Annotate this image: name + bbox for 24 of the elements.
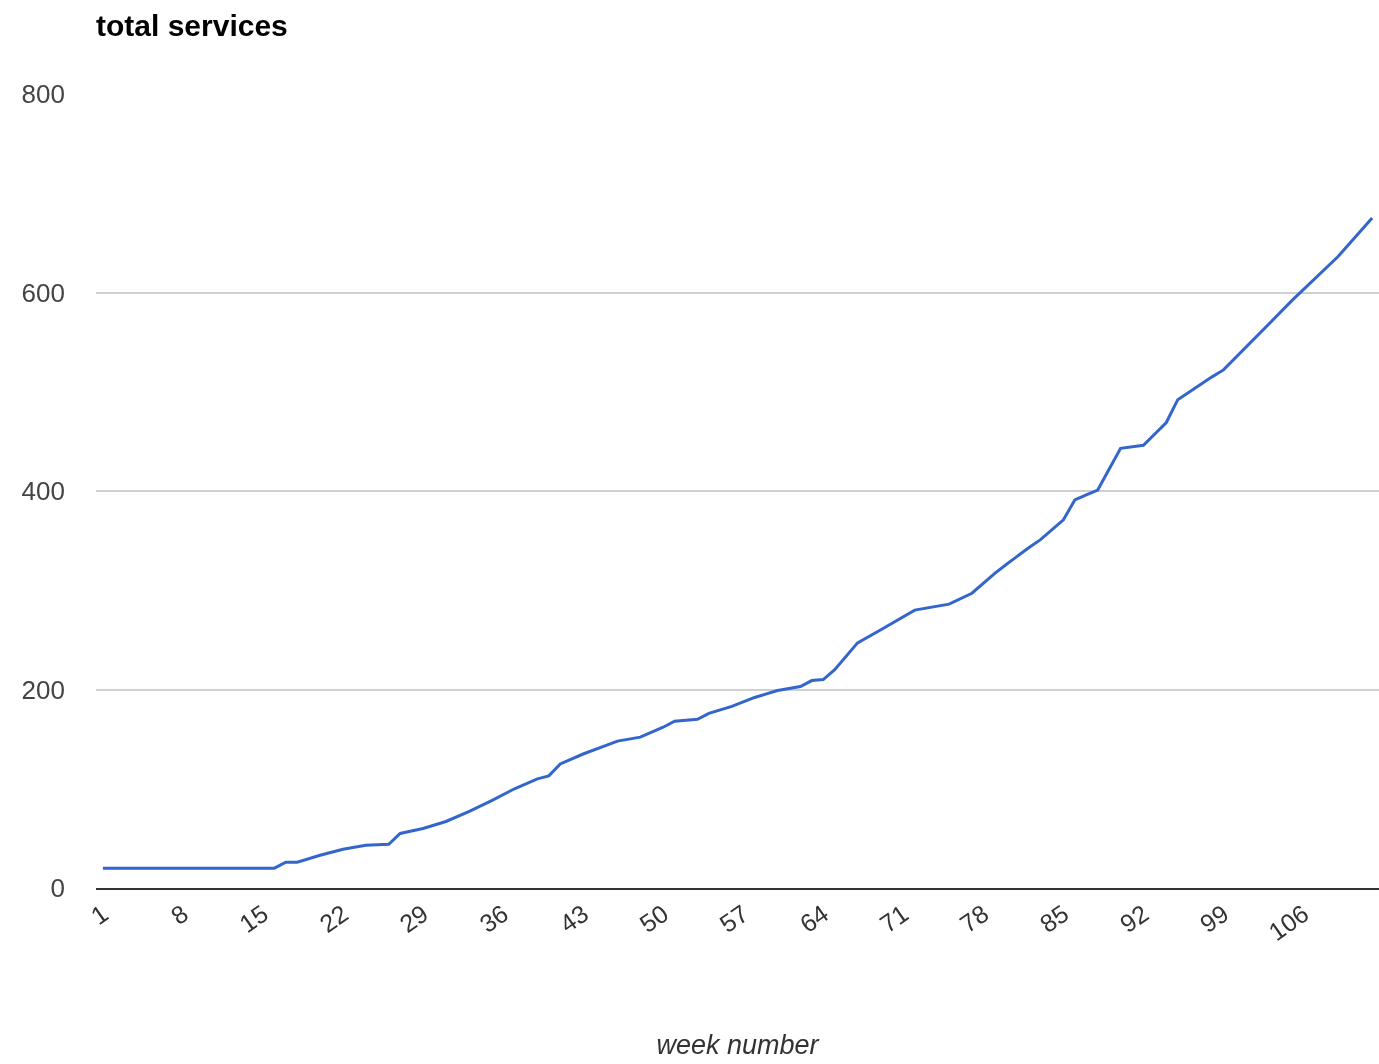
chart-title: total services [96, 8, 288, 42]
x-tick-label: 15 [234, 898, 273, 938]
x-tick-label: 22 [314, 898, 354, 938]
x-axis-title: week number [656, 1029, 820, 1060]
x-tick-label: 57 [714, 898, 754, 938]
x-tick-label: 106 [1263, 898, 1314, 946]
y-tick-label: 400 [21, 476, 65, 507]
x-tick-label: 29 [394, 898, 434, 938]
x-tick-label: 78 [954, 898, 994, 938]
x-tick-label: 8 [165, 898, 193, 930]
x-tick-label: 71 [874, 898, 914, 938]
x-tick-label: 36 [474, 898, 514, 938]
y-tick-label: 0 [50, 873, 65, 904]
x-tick-label: 1 [85, 898, 113, 930]
line-series [101, 216, 1374, 870]
x-tick-label: 85 [1034, 898, 1074, 938]
y-tick-label: 800 [21, 79, 65, 110]
x-tick-label: 43 [554, 898, 594, 938]
x-tick-label: 92 [1114, 898, 1154, 938]
x-tick-label: 50 [634, 898, 674, 938]
x-tick-label: 99 [1194, 898, 1234, 938]
y-tick-label: 200 [21, 674, 65, 705]
y-tick-label: 600 [21, 277, 65, 308]
x-tick-label: 64 [794, 898, 834, 938]
